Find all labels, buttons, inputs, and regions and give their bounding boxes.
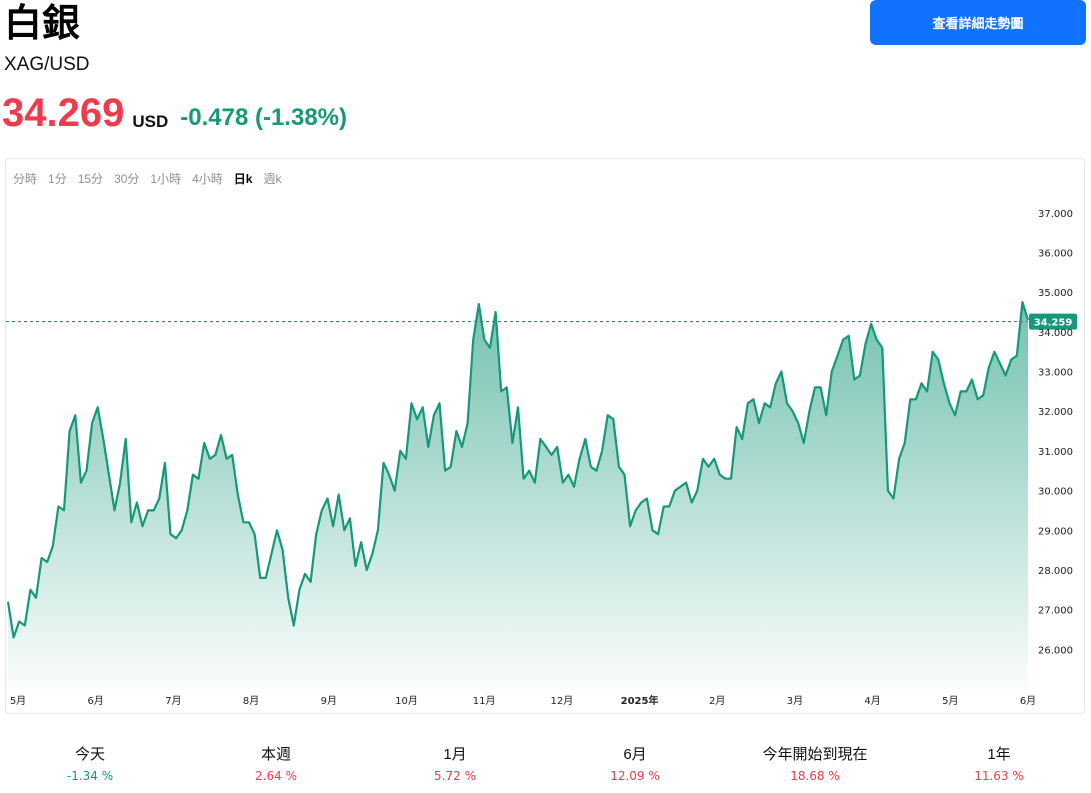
perf-6-month: 6月 12.09 %	[545, 743, 725, 785]
perf-week: 本週 2.64 %	[186, 743, 366, 785]
detail-chart-button[interactable]: 查看詳細走勢圖	[870, 0, 1086, 45]
tab-interval-1m[interactable]: 1分	[48, 172, 67, 186]
price-change: -0.478 (-1.38%)	[180, 104, 347, 131]
x-tick-label: 7月	[165, 695, 181, 707]
y-tick-label: 36.000	[1038, 248, 1073, 259]
current-price: 34.269	[2, 91, 125, 135]
tab-interval-daily[interactable]: 日k	[233, 172, 253, 186]
currency-label: USD	[132, 112, 169, 131]
y-tick-label: 30.000	[1038, 487, 1073, 498]
x-tick-label: 3月	[787, 695, 803, 707]
y-tick-label: 37.000	[1038, 209, 1073, 220]
tab-interval-weekly[interactable]: 週k	[263, 172, 282, 186]
perf-value: 18.68 %	[790, 769, 840, 783]
x-tick-label: 11月	[473, 695, 496, 707]
price-row: 34.269 USD -0.478 (-1.38%)	[2, 88, 347, 138]
price-area	[8, 302, 1028, 689]
asset-title: 白銀	[4, 1, 81, 45]
perf-1-year: 1年 11.63 %	[909, 743, 1089, 785]
y-tick-label: 27.000	[1038, 606, 1073, 617]
y-tick-label: 34.000	[1038, 328, 1073, 339]
y-tick-label: 31.000	[1038, 447, 1073, 458]
x-tick-label: 2月	[709, 695, 725, 707]
perf-value: 2.64 %	[255, 769, 297, 783]
tab-interval-intraday[interactable]: 分時	[13, 172, 38, 186]
x-tick-label: 5月	[10, 695, 26, 707]
perf-value: 12.09 %	[610, 769, 660, 783]
x-tick-label: 6月	[88, 695, 104, 707]
tab-interval-4h[interactable]: 4小時	[192, 172, 223, 186]
x-tick-label: 2025年	[621, 694, 659, 707]
y-tick-label: 32.000	[1038, 407, 1073, 418]
y-tick-label: 28.000	[1038, 566, 1073, 577]
perf-value: -1.34 %	[66, 769, 114, 783]
x-tick-label: 9月	[321, 695, 337, 707]
perf-1-month: 1月 5.72 %	[365, 743, 545, 785]
perf-value: 5.72 %	[434, 769, 476, 783]
currency-pair: XAG/USD	[4, 54, 90, 75]
perf-label: 今天	[74, 746, 105, 763]
x-tick-label: 4月	[864, 695, 880, 707]
x-tick-label: 12月	[550, 695, 573, 707]
perf-label: 1年	[987, 746, 1011, 763]
x-tick-label: 5月	[942, 695, 958, 707]
perf-label: 1月	[443, 746, 467, 763]
perf-label: 今年開始到現在	[762, 746, 868, 763]
perf-label: 本週	[260, 746, 291, 763]
interval-tabs: 分時 1分 15分 30分 1小時 4小時 日k 週k	[13, 170, 293, 187]
perf-ytd: 今年開始到現在 18.68 %	[725, 743, 905, 785]
y-tick-label: 35.000	[1038, 288, 1073, 299]
tab-interval-30m[interactable]: 30分	[114, 172, 140, 186]
performance-row: 今天 -1.34 % 本週 2.64 % 1月 5.72 % 6月 12.09 …	[0, 743, 1091, 793]
price-line	[6, 301, 1030, 639]
perf-label: 6月	[623, 746, 647, 763]
x-tick-label: 8月	[243, 695, 259, 707]
tab-interval-1h[interactable]: 1小時	[150, 172, 182, 186]
price-chart[interactable]: 34.259 26.000 27.000 28.000 29.000 30.000 31.0…	[6, 159, 1084, 713]
y-tick-label: 26.000	[1038, 645, 1073, 656]
chart-panel: 34.259 26.000 27.000 28.000 29.000 30.000 31.0…	[5, 158, 1085, 714]
perf-today: 今天 -1.34 %	[0, 743, 180, 785]
current-price-tag-label: 34.259	[1034, 318, 1073, 329]
perf-value: 11.63 %	[974, 769, 1024, 783]
x-tick-label: 10月	[395, 695, 418, 707]
x-tick-label: 6月	[1020, 695, 1036, 707]
current-price-tag	[1029, 313, 1077, 330]
y-tick-label: 29.000	[1038, 526, 1073, 537]
tab-interval-15m[interactable]: 15分	[77, 172, 104, 186]
y-tick-label: 33.000	[1038, 368, 1073, 379]
